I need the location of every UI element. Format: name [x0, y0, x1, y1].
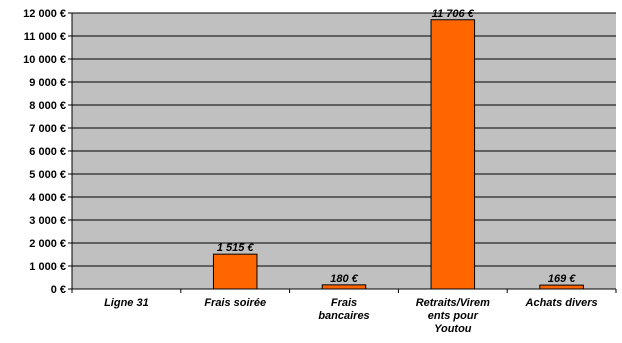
y-tick-label: 1 000 €	[29, 261, 66, 273]
data-label: 1 515 €	[217, 242, 255, 254]
x-tick-label-line: Youtou	[434, 323, 472, 335]
grid-lines	[72, 12, 616, 267]
y-tick-label: 0 €	[51, 284, 66, 296]
x-tick-label-line: Ligne 31	[104, 297, 149, 309]
y-tick-label: 6 000 €	[29, 146, 66, 158]
y-tick-label: 2 000 €	[29, 238, 66, 250]
bar	[539, 284, 584, 290]
x-tick-label-line: Achats divers	[525, 297, 598, 309]
y-tick-label: 10 000 €	[23, 54, 66, 66]
x-axis-tick-labels: Ligne 31 Frais soirée Frais bancaires Retrai…	[104, 297, 598, 335]
y-axis-tick-labels: 0 € 1 000 € 2 000 € 3 000 € 4 000 € 5 000 € 6 …	[23, 8, 66, 296]
x-tick-label: Retraits/Virem ents pour Youtou	[416, 297, 490, 335]
data-labels: 1 515 € 180 € 11 706 € 169 €	[217, 8, 576, 285]
y-tick-label: 11 000 €	[24, 31, 66, 43]
y-tick-label: 4 000 €	[29, 192, 66, 204]
data-label: 169 €	[548, 273, 576, 285]
bar	[321, 284, 367, 290]
y-tick-label: 3 000 €	[29, 215, 66, 227]
data-label: 11 706 €	[432, 8, 475, 20]
x-tick-label: Frais soirée	[204, 297, 266, 309]
x-tick-label: Frais bancaires	[318, 297, 369, 322]
bars	[212, 19, 584, 290]
y-tick-label: 9 000 €	[29, 77, 66, 89]
x-tick-label: Ligne 31	[104, 297, 149, 309]
y-tick-label: 8 000 €	[29, 100, 66, 112]
y-tick-label: 7 000 €	[29, 123, 66, 135]
x-tick-label-line: Frais soirée	[204, 297, 266, 309]
y-tick-label: 5 000 €	[29, 169, 66, 181]
x-tick-label: Achats divers	[525, 297, 598, 309]
x-tick-label-line: Retraits/Virem	[416, 297, 490, 309]
bar	[430, 19, 476, 290]
y-tick-label: 12 000 €	[23, 8, 66, 20]
bar	[212, 253, 258, 290]
x-tick-label-line: ents pour	[428, 310, 479, 322]
data-label: 180 €	[330, 273, 358, 285]
x-tick-label-line: bancaires	[318, 310, 369, 322]
x-tick-label-line: Frais	[331, 297, 357, 309]
axes	[68, 12, 617, 293]
